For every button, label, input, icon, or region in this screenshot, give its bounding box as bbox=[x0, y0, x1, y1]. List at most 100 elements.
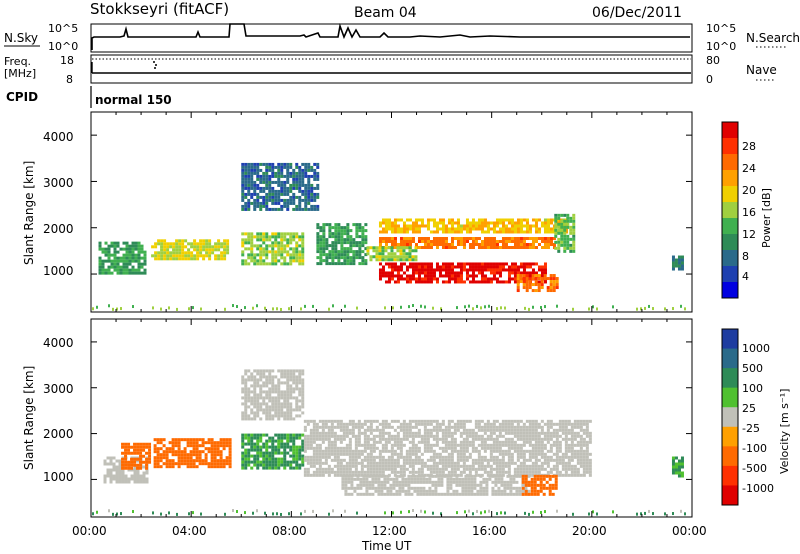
power-cell bbox=[110, 259, 114, 263]
power-cell bbox=[468, 262, 472, 266]
power-cell bbox=[572, 213, 576, 217]
velocity-cell bbox=[207, 462, 211, 466]
velocity-cell bbox=[351, 422, 355, 426]
power-cell bbox=[346, 256, 350, 260]
velocity-ground-scatter bbox=[504, 511, 506, 515]
velocity-colorbar-swatch bbox=[722, 465, 738, 486]
velocity-cell bbox=[348, 467, 352, 471]
power-cell bbox=[98, 244, 102, 248]
nave-outlier-2 bbox=[155, 64, 157, 66]
velocity-cell bbox=[417, 470, 421, 474]
velocity-cell bbox=[124, 445, 128, 449]
power-cell bbox=[178, 239, 182, 243]
velocity-cell bbox=[461, 480, 465, 484]
power-cell bbox=[98, 259, 102, 263]
power-cell bbox=[340, 235, 344, 239]
velocity-cell bbox=[133, 468, 137, 472]
velocity-cell bbox=[561, 419, 565, 423]
velocity-cell bbox=[509, 480, 513, 484]
velocity-ground-scatter bbox=[468, 509, 470, 513]
power-cell bbox=[405, 224, 409, 228]
velocity-cell bbox=[342, 428, 346, 432]
power-cell bbox=[316, 256, 320, 260]
velocity-cell bbox=[528, 464, 532, 468]
power-cell bbox=[307, 165, 311, 169]
power-cell bbox=[316, 207, 320, 211]
power-cell bbox=[504, 237, 508, 240]
velocity-cell bbox=[372, 455, 376, 459]
power-cell bbox=[328, 244, 332, 248]
velocity-cell bbox=[368, 492, 372, 496]
velocity-cell bbox=[277, 448, 281, 452]
power-cell bbox=[253, 192, 257, 196]
velocity-cell bbox=[470, 489, 474, 493]
velocity-cell bbox=[498, 458, 502, 462]
velocity-cell bbox=[450, 434, 454, 438]
velocity-colorbar-ticks: 1000 500 100 25 -25 -100 -500 -1000 Velo… bbox=[742, 342, 791, 495]
power-cell bbox=[429, 280, 433, 284]
power-cell bbox=[292, 195, 296, 199]
velocity-cell bbox=[524, 486, 528, 490]
power-cell bbox=[438, 227, 442, 231]
power-cell bbox=[528, 224, 532, 228]
velocity-cell bbox=[456, 458, 460, 462]
velocity-cell bbox=[247, 433, 251, 437]
power-cell bbox=[259, 162, 263, 166]
velocity-cell bbox=[437, 474, 441, 478]
velocity-cell bbox=[109, 459, 113, 463]
power-cell bbox=[477, 268, 481, 272]
power-cell bbox=[438, 243, 442, 246]
velocity-cell bbox=[537, 425, 541, 429]
power-cell bbox=[519, 221, 523, 225]
velocity-cell bbox=[168, 441, 172, 445]
power-cell bbox=[131, 256, 135, 260]
velocity-cell bbox=[431, 492, 435, 496]
velocity-cell bbox=[360, 464, 364, 468]
velocity-cell bbox=[504, 452, 508, 456]
power-cell bbox=[557, 222, 561, 226]
power-cell bbox=[501, 268, 505, 272]
velocity-cell bbox=[142, 465, 146, 469]
velocity-cell bbox=[347, 474, 351, 478]
velocity-cell bbox=[498, 446, 502, 450]
velocity-cell bbox=[674, 471, 678, 475]
velocity-cell bbox=[378, 464, 382, 468]
velocity-cell bbox=[318, 431, 322, 435]
power-cell bbox=[450, 224, 454, 228]
power-ground-scatter bbox=[160, 307, 162, 311]
power-cell bbox=[295, 183, 299, 187]
power-cell bbox=[122, 268, 126, 272]
velocity-cell bbox=[301, 454, 305, 458]
velocity-cell bbox=[342, 422, 346, 426]
power-cell bbox=[393, 243, 397, 246]
velocity-cell bbox=[268, 463, 272, 467]
power-cell bbox=[480, 280, 484, 284]
velocity-cell bbox=[537, 458, 541, 462]
power-cell bbox=[301, 177, 305, 181]
power-cell bbox=[128, 244, 132, 248]
power-cell bbox=[298, 250, 302, 254]
velocity-cell bbox=[271, 445, 275, 449]
velocity-cell bbox=[301, 439, 305, 443]
power-cell bbox=[313, 162, 317, 166]
power-cell bbox=[423, 268, 427, 272]
power-cell bbox=[563, 222, 567, 226]
power-cell bbox=[543, 262, 547, 266]
power-cell bbox=[516, 271, 520, 275]
velocity-cell bbox=[303, 455, 307, 459]
power-cell bbox=[361, 244, 365, 248]
velocity-cell bbox=[268, 396, 272, 400]
velocity-cell bbox=[348, 431, 352, 435]
velocity-cell bbox=[268, 390, 272, 394]
velocity-cell bbox=[295, 466, 299, 470]
power-cell bbox=[671, 264, 675, 268]
velocity-cell bbox=[410, 492, 414, 496]
velocity-cell bbox=[509, 474, 513, 478]
power-cell bbox=[498, 268, 502, 272]
power-ground-scatter bbox=[288, 307, 290, 311]
velocity-cell bbox=[432, 419, 436, 423]
power-cell bbox=[483, 280, 487, 284]
power-cell bbox=[552, 280, 556, 284]
power-cell bbox=[346, 223, 350, 227]
power-cell bbox=[569, 228, 573, 232]
